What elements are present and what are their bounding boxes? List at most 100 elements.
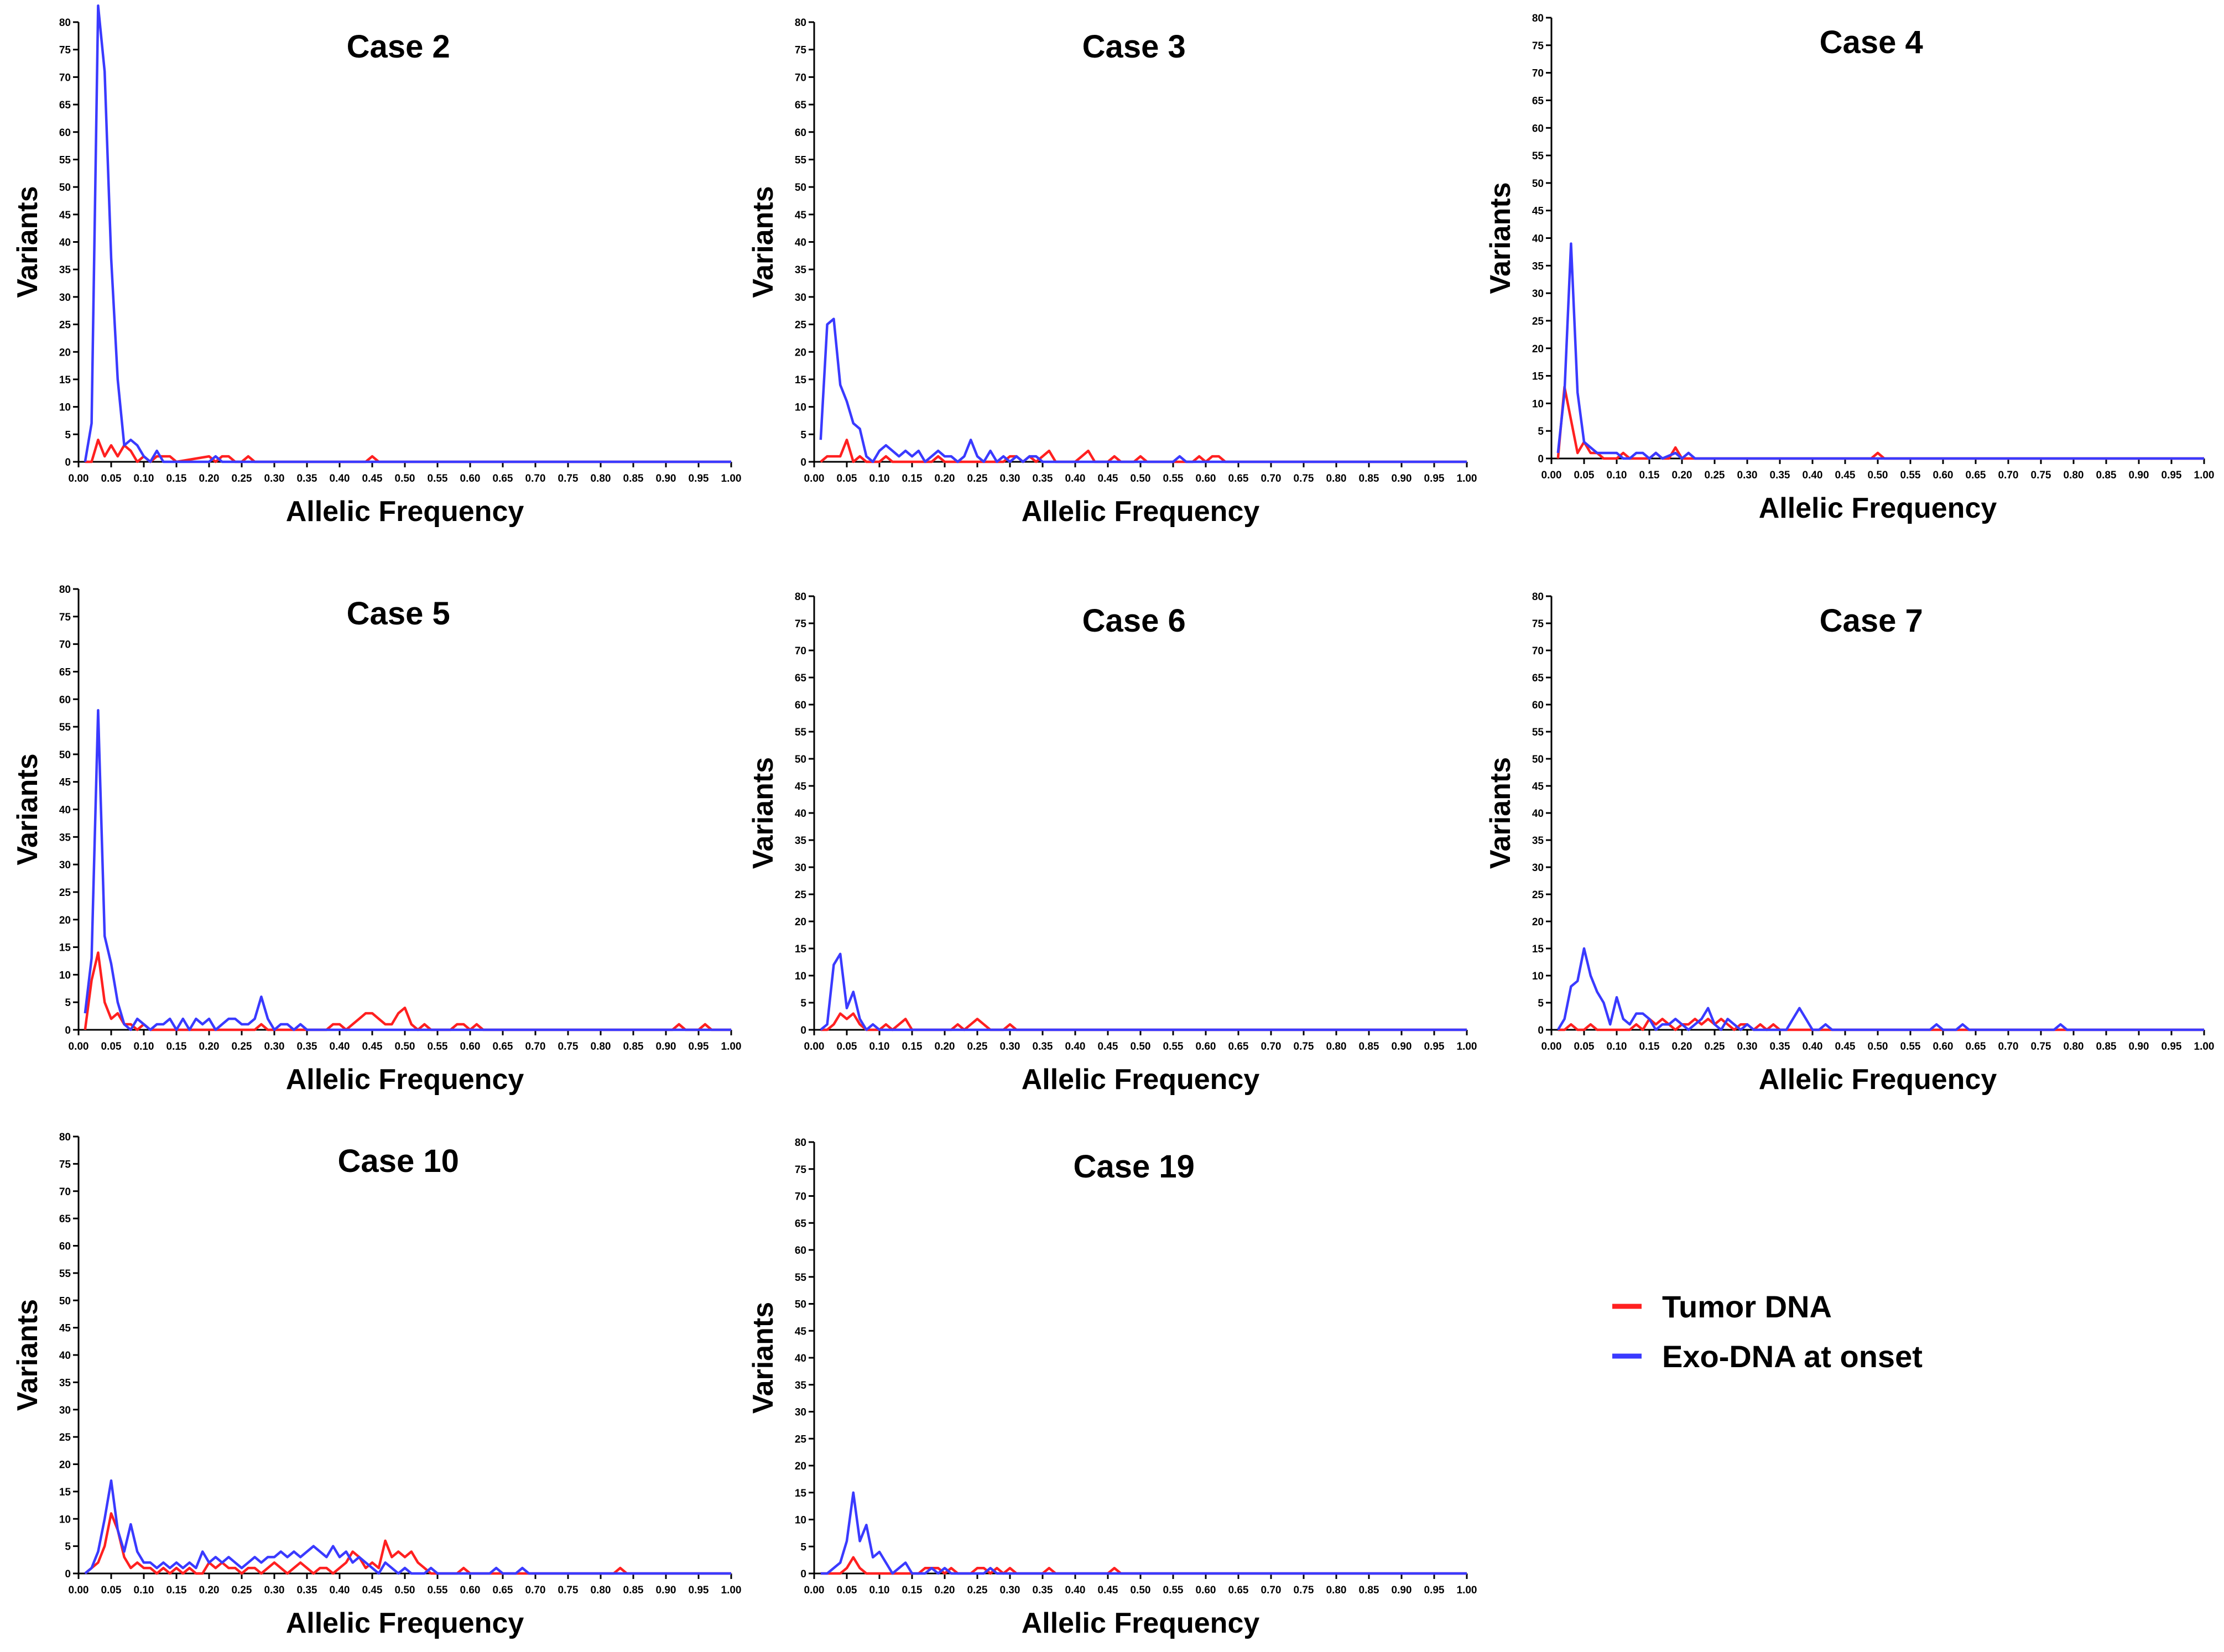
- y-tick-label: 65: [795, 1218, 807, 1229]
- x-tick-label: 0.40: [330, 473, 350, 484]
- y-tick-label: 75: [795, 618, 807, 630]
- y-tick-label: 70: [59, 639, 71, 651]
- x-tick-label: 1.00: [721, 1041, 742, 1052]
- x-tick-label: 0.75: [1294, 1041, 1314, 1052]
- x-tick-label: 0.10: [869, 1041, 890, 1052]
- x-tick-label: 0.95: [689, 1585, 709, 1596]
- x-tick-label: 0.05: [837, 1041, 857, 1052]
- x-tick-label: 0.30: [1000, 1585, 1020, 1596]
- y-tick-label: 20: [1532, 916, 1544, 928]
- x-tick-label: 0.35: [297, 1585, 317, 1596]
- y-tick-label: 10: [1532, 398, 1544, 410]
- x-tick-label: 0.50: [395, 473, 415, 484]
- y-tick-label: 30: [795, 292, 806, 304]
- x-tick-label: 0.45: [362, 1585, 383, 1596]
- y-tick-label: 5: [65, 429, 71, 441]
- x-tick-label: 1.00: [2194, 1041, 2215, 1052]
- y-tick-label: 60: [795, 127, 806, 139]
- series-line-tumor-dna: [84, 1512, 731, 1575]
- y-tick-label: 0: [65, 1025, 71, 1036]
- legend: Tumor DNA Exo-DNA at onset: [1612, 1289, 1923, 1374]
- x-tick-label: 0.10: [134, 473, 154, 484]
- y-tick-label: 65: [1532, 95, 1544, 107]
- chart-title: Case 5: [347, 596, 450, 632]
- x-axis-label: Allelic Frequency: [1022, 1607, 1260, 1639]
- chart-case-19: 0 5 10 15 20 25 30 35 40 45 50 55 60 65 70 75 80 0.00 0.05…: [747, 1137, 1477, 1639]
- x-tick-label: 0.75: [2031, 1041, 2051, 1052]
- y-tick-label: 30: [59, 292, 71, 304]
- chart-case-2: 0 5 10 15 20 25 30 35 40 45 50 55 60 65 70 75 80 0.00 0.05…: [12, 4, 741, 528]
- y-tick-label: 10: [795, 402, 806, 414]
- x-tick-label: 0.90: [656, 473, 676, 484]
- chart-title: Case 2: [347, 29, 450, 65]
- y-axis-label: Variants: [12, 186, 44, 298]
- x-tick-label: 0.05: [101, 1041, 122, 1052]
- x-tick-label: 0.60: [1196, 1041, 1216, 1052]
- y-tick-label: 75: [795, 45, 807, 56]
- y-axis-label: Variants: [12, 1299, 44, 1411]
- series-line-exo-dna-at-onset: [84, 708, 731, 1031]
- x-tick-label: 0.95: [1424, 1585, 1445, 1596]
- x-tick-label: 0.85: [1359, 473, 1379, 484]
- y-tick-label: 80: [59, 1132, 71, 1143]
- x-tick-label: 0.70: [525, 1585, 546, 1596]
- series-line-exo-dna-at-onset: [820, 1491, 1467, 1575]
- y-axis-label: Variants: [747, 186, 779, 298]
- x-tick-label: 0.95: [2162, 470, 2182, 481]
- y-tick-label: 20: [59, 915, 71, 926]
- x-tick-label: 0.30: [264, 473, 285, 484]
- y-tick-label: 15: [795, 944, 807, 955]
- x-tick-label: 0.55: [1163, 473, 1184, 484]
- x-tick-label: 0.50: [1131, 1585, 1151, 1596]
- y-tick-label: 55: [59, 1268, 71, 1280]
- x-tick-label: 1.00: [2194, 470, 2215, 481]
- x-tick-label: 0.00: [69, 473, 89, 484]
- x-axis-label: Allelic Frequency: [1759, 1064, 1997, 1096]
- series-line-tumor-dna: [820, 1012, 1467, 1031]
- x-tick-label: 0.55: [1163, 1585, 1184, 1596]
- x-tick-label: 0.55: [1163, 1041, 1184, 1052]
- y-tick-label: 45: [59, 210, 71, 221]
- x-tick-label: 0.70: [1261, 1041, 1282, 1052]
- x-tick-label: 0.85: [1359, 1585, 1379, 1596]
- x-tick-label: 0.35: [1033, 1041, 1053, 1052]
- x-tick-label: 0.70: [1261, 1585, 1282, 1596]
- y-tick-label: 25: [795, 889, 807, 901]
- y-tick-label: 10: [795, 971, 806, 982]
- chart-title: Case 4: [1820, 24, 1923, 60]
- x-tick-label: 0.80: [1326, 473, 1347, 484]
- x-tick-label: 0.45: [1098, 473, 1118, 484]
- x-tick-label: 0.35: [297, 1041, 317, 1052]
- y-tick-label: 20: [795, 916, 806, 928]
- x-tick-label: 0.05: [1574, 470, 1595, 481]
- x-axis-label: Allelic Frequency: [286, 1064, 524, 1096]
- y-tick-label: 50: [59, 749, 71, 761]
- chart-title: Case 3: [1082, 29, 1186, 65]
- legend-label-exo-dna-at-onset: Exo-DNA at onset: [1662, 1339, 1923, 1374]
- x-tick-label: 1.00: [1457, 1041, 1477, 1052]
- y-tick-label: 15: [59, 942, 71, 954]
- x-tick-label: 0.35: [1770, 1041, 1790, 1052]
- y-tick-label: 15: [795, 374, 807, 386]
- y-tick-label: 20: [59, 347, 71, 358]
- x-tick-label: 0.50: [395, 1585, 415, 1596]
- y-tick-label: 10: [795, 1515, 806, 1526]
- y-tick-label: 80: [1532, 13, 1544, 24]
- y-tick-label: 60: [795, 700, 806, 711]
- x-tick-label: 0.55: [1900, 1041, 1921, 1052]
- y-tick-label: 80: [1532, 591, 1544, 603]
- y-tick-label: 5: [800, 998, 806, 1009]
- x-tick-label: 0.70: [1261, 473, 1282, 484]
- x-tick-label: 0.80: [1326, 1585, 1347, 1596]
- y-tick-label: 25: [59, 887, 71, 899]
- x-tick-label: 0.95: [1424, 473, 1445, 484]
- x-tick-label: 0.30: [1737, 470, 1758, 481]
- chart-title: Case 19: [1074, 1149, 1195, 1185]
- x-tick-label: 0.45: [1098, 1041, 1118, 1052]
- y-tick-label: 30: [59, 859, 71, 871]
- y-tick-label: 10: [59, 402, 71, 414]
- y-tick-label: 70: [795, 645, 806, 657]
- x-tick-label: 0.05: [101, 473, 122, 484]
- x-tick-label: 0.65: [493, 473, 513, 484]
- x-tick-label: 0.45: [362, 1041, 383, 1052]
